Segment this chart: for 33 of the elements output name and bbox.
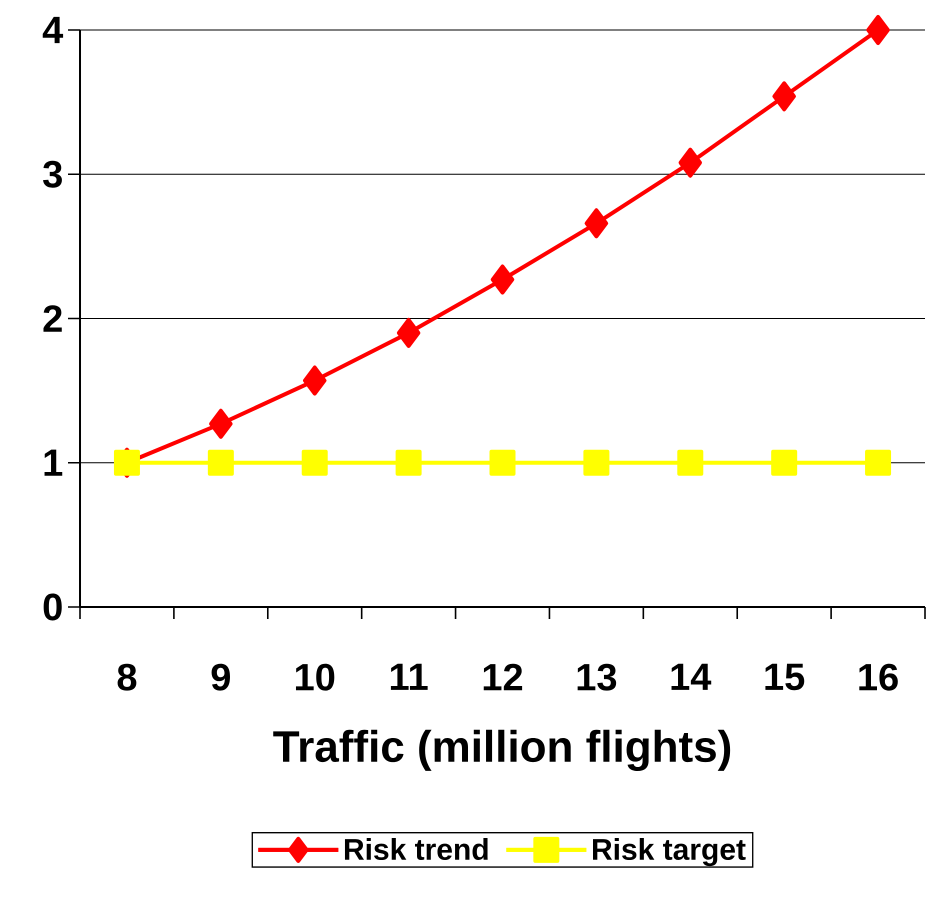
x-tick-label: 12: [484, 664, 522, 690]
x-tick-label: 10: [296, 664, 334, 691]
point: [584, 208, 608, 238]
x-tick-label: 9: [212, 664, 230, 691]
point: [865, 450, 892, 476]
legend-label: Risk trend: [344, 838, 488, 860]
y-tick-label: 2: [43, 305, 62, 332]
point: [490, 264, 514, 295]
point: [678, 148, 702, 178]
y-tick-label: 1: [44, 450, 62, 476]
point: [677, 450, 704, 476]
y-tick-label: 0: [44, 594, 62, 620]
point: [208, 450, 234, 476]
point: [583, 450, 610, 476]
point: [209, 408, 233, 439]
point: [771, 450, 798, 476]
x-tick-label: 13: [578, 664, 616, 691]
x-tick-label: 11: [390, 664, 428, 690]
point: [302, 366, 326, 396]
x-axis-title: Traffic (million flights): [273, 730, 730, 772]
point: [866, 14, 890, 45]
point: [396, 450, 422, 476]
legend-label: Risk target: [593, 838, 746, 866]
point: [302, 450, 328, 476]
point: [772, 81, 796, 112]
x-tick-label: 8: [118, 664, 136, 691]
x-tick-label: 14: [672, 664, 712, 690]
y-tick-label: 3: [43, 160, 62, 188]
x-tick-label: 15: [765, 664, 804, 690]
x-tick-label: 16: [859, 664, 898, 691]
point: [490, 450, 516, 476]
point: [396, 318, 420, 348]
y-tick-label: 4: [42, 16, 64, 44]
